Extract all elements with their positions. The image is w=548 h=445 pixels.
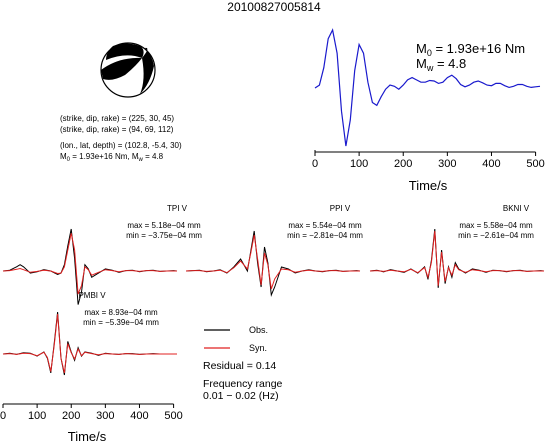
legend-obs-label: Obs.	[249, 325, 268, 335]
syn-trace	[2, 233, 177, 295]
station-min: min = −2.81e−04 mm	[287, 231, 363, 240]
stf-ticks: 0 100 200 300 400 500	[312, 151, 545, 170]
station-name: TPI V	[167, 204, 188, 213]
station-name: BKNI V	[503, 204, 530, 213]
wave-tick-label: 300	[96, 410, 114, 422]
beachball-icon	[100, 42, 156, 98]
freq-title: Frequency range	[203, 378, 283, 390]
stf-m0: M0 = 1.93e+16 Nm	[416, 41, 525, 58]
wave-tick-label: 100	[28, 410, 46, 422]
station-labels: TPI V max = 5.18e−04 mm min = −3.75e−04 …	[78, 204, 534, 327]
station-max: max = 8.93e−04 mm	[84, 308, 158, 317]
station-max: max = 5.54e−04 mm	[288, 221, 362, 230]
stf-tick-label: 200	[394, 158, 412, 170]
freq-value: 0.01 − 0.02 (Hz)	[203, 390, 279, 402]
wave-tick-label: 500	[164, 410, 182, 422]
station-name: PPI V	[330, 204, 351, 213]
mw-value: = 4.8	[143, 152, 164, 161]
station-max: max = 5.18e−04 mm	[127, 221, 201, 230]
residual-text: Residual = 0.14	[203, 360, 276, 372]
plane2-text: (strike, dip, rake) = (94, 69, 112)	[60, 125, 174, 134]
wave-xlabel: Time/s	[68, 429, 107, 444]
station-name: PMBI V	[78, 291, 106, 300]
stf-mw: Mw = 4.8	[416, 56, 466, 73]
legend: Obs. Syn. Residual = 0.14 Frequency rang…	[203, 325, 283, 402]
stf-line	[314, 28, 541, 147]
stf-tick-label: 500	[526, 158, 544, 170]
syn-trace	[369, 231, 544, 286]
wave-axis: 0 100 200 300 400 500	[0, 403, 183, 422]
station-min: min = −3.75e−04 mm	[126, 231, 202, 240]
station-min: min = −5.39e−04 mm	[83, 318, 159, 327]
stf-tick-label: 0	[312, 158, 318, 170]
location-text: (lon., lat, depth) = (102.8, -5.4, 30)	[60, 141, 182, 150]
station-max: max = 5.58e−04 mm	[459, 221, 533, 230]
moment-value: = 1.93e+16 Nm, M	[70, 152, 139, 161]
mw-sub: w	[138, 157, 144, 163]
stf-xlabel: Time/s	[409, 178, 448, 193]
moment-sub: 0	[67, 157, 71, 163]
moment-label: M	[60, 152, 67, 161]
wave-tick-label: 0	[0, 410, 6, 422]
stf-tick-label: 300	[438, 158, 456, 170]
stf-tick-label: 400	[482, 158, 500, 170]
moment-text: M0 = 1.93e+16 Nm, Mw = 4.8	[60, 152, 164, 163]
wave-tick-label: 200	[62, 410, 80, 422]
stf-tick-label: 100	[350, 158, 368, 170]
waveform-traces	[2, 228, 545, 376]
station-min: min = −2.61e−04 mm	[458, 231, 534, 240]
wave-tick-label: 400	[130, 410, 148, 422]
event-title: 20100827005814	[227, 0, 321, 14]
syn-trace	[185, 234, 360, 290]
mechanism-info: (strike, dip, rake) = (225, 30, 45) (str…	[60, 114, 182, 163]
legend-syn-label: Syn.	[249, 343, 267, 353]
plane1-text: (strike, dip, rake) = (225, 30, 45)	[60, 114, 174, 123]
syn-trace	[2, 314, 177, 374]
